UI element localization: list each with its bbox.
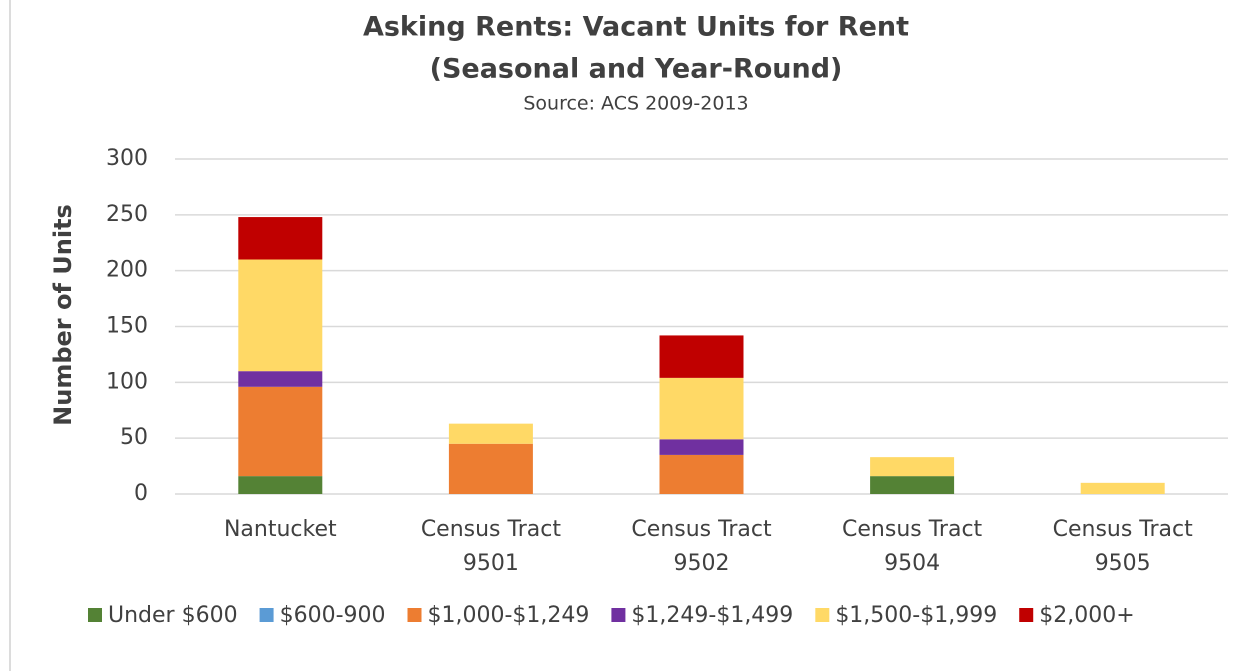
legend-item: $1,249-$1,499 xyxy=(611,603,793,628)
legend-swatch xyxy=(1019,608,1034,622)
legend-label: $2,000+ xyxy=(1039,603,1134,628)
legend-label: $1,500-$1,999 xyxy=(835,603,997,628)
legend-label: $600-900 xyxy=(280,603,386,628)
legend-label: $1,249-$1,499 xyxy=(631,603,793,628)
y-tick-label: 250 xyxy=(106,202,148,227)
y-tick-label: 50 xyxy=(120,425,148,450)
legend-swatch xyxy=(407,608,422,622)
bar-segment xyxy=(238,371,323,387)
bar-segment xyxy=(448,423,533,444)
bar-segment xyxy=(238,259,323,372)
legend-item: $600-900 xyxy=(259,603,386,628)
bar-segment xyxy=(659,335,744,378)
bar-segment xyxy=(238,476,323,494)
legend-label: $1,000-$1,249 xyxy=(428,603,590,628)
legend-swatch xyxy=(259,608,274,622)
bar-segment xyxy=(1080,482,1165,494)
y-tick-label: 100 xyxy=(106,369,148,394)
bar-segment xyxy=(659,439,744,455)
legend-item: $2,000+ xyxy=(1019,603,1135,628)
bar-segment xyxy=(870,476,955,494)
legend-swatch xyxy=(611,608,626,622)
bar-segment xyxy=(238,217,323,260)
x-tick-label: Nantucket xyxy=(224,517,337,542)
legend-item: Under $600 xyxy=(88,603,238,628)
x-tick-label: Census Tract 9504 xyxy=(842,517,983,576)
chart-subtitle: (Seasonal and Year-Round) xyxy=(430,54,843,85)
y-tick-label: 200 xyxy=(106,258,148,283)
y-tick-label: 150 xyxy=(106,314,148,339)
bar-segment xyxy=(659,377,744,440)
y-tick-label: 0 xyxy=(134,481,148,506)
legend-item: $1,500-$1,999 xyxy=(815,603,997,628)
bar-segment xyxy=(238,386,323,477)
x-tick-label: Census Tract 9505 xyxy=(1053,517,1194,576)
legend-swatch xyxy=(815,608,830,622)
legend-swatch xyxy=(88,608,102,622)
x-tick-label: Census Tract 9501 xyxy=(421,517,562,576)
chart-title: Asking Rents: Vacant Units for Rent xyxy=(363,12,909,43)
bar-segment xyxy=(659,454,744,494)
bar-segment xyxy=(448,443,533,494)
chart-source: Source: ACS 2009-2013 xyxy=(523,93,748,115)
bar-segment xyxy=(870,457,955,477)
legend-item: $1,000-$1,249 xyxy=(407,603,590,628)
y-axis-label: Number of Units xyxy=(49,204,77,426)
y-tick-label: 300 xyxy=(106,146,148,171)
x-tick-label: Census Tract 9502 xyxy=(631,517,772,576)
legend-label: Under $600 xyxy=(108,603,238,628)
